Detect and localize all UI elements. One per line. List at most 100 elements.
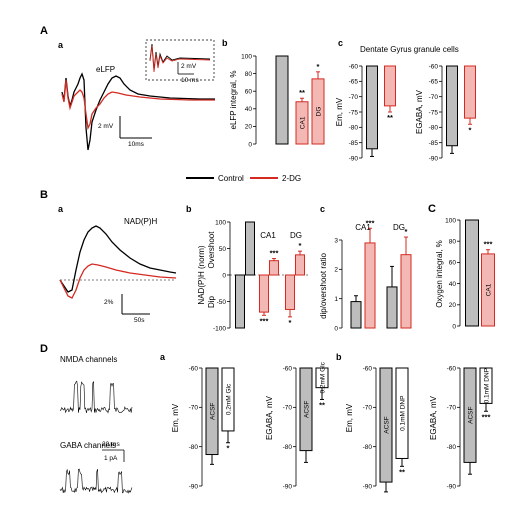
chart-efp-integral: 0 20 40 60 80 100 eLFP integral, % ** CA1 * DG bbox=[229, 53, 325, 148]
nadh-control-trace bbox=[59, 225, 177, 293]
Ac-1-y-tick-label-5: -85 bbox=[429, 140, 439, 147]
chart-Da-1-y-tick-label-0: -60 bbox=[283, 365, 293, 372]
Bb-y-tick-label-1: -50 bbox=[217, 299, 227, 306]
chart-Db-0-bar-1-significance: ** bbox=[399, 467, 405, 476]
Ab-y-tick-label-0: 0 bbox=[248, 141, 252, 148]
efp-scale-time: 10ms bbox=[128, 141, 145, 148]
C-y-tick-label-2: 40 bbox=[449, 281, 457, 288]
Ab-y-tick-label-5: 100 bbox=[241, 53, 252, 60]
Ac-1-bar-0 bbox=[446, 65, 458, 147]
legend-2dg: 2-DG bbox=[282, 174, 301, 183]
Ab-y-tick-label-3: 60 bbox=[245, 89, 253, 96]
Bc-y-tick-label-3: 3 bbox=[334, 237, 338, 244]
Ac-1-bar-1 bbox=[464, 65, 476, 119]
Bc-group-0: CA1 bbox=[355, 223, 371, 232]
Ac-1-y-tick-label-1: -65 bbox=[429, 79, 439, 86]
chart-Da-0-bar-0-label: ACSF bbox=[210, 403, 217, 420]
Bb-bar-5-significance: * bbox=[299, 241, 302, 250]
Ac-1-y-tick-label-3: -75 bbox=[429, 109, 439, 116]
nadh-scale-time: 50s bbox=[134, 317, 145, 324]
Ac-0-y-tick-label-2: -70 bbox=[349, 94, 359, 101]
nadh-scale-percent: 2% bbox=[104, 299, 114, 306]
Ac-1-y-tick-label-0: -60 bbox=[429, 63, 439, 70]
chart-glucose: -60 -70 -80 -90 Em, mV ACSF * 0.2mM Glc -60 -70 -8… bbox=[171, 361, 329, 490]
chart-Da-0-y-tick-label-0: -60 bbox=[189, 365, 199, 372]
panel-label-B: B bbox=[40, 189, 48, 201]
Bb-y-tick-label-4: 100 bbox=[215, 219, 226, 226]
efp-2dg-trace bbox=[61, 79, 215, 131]
efp-scale-voltage: 2 mV bbox=[98, 123, 114, 130]
channel-traces bbox=[59, 380, 133, 494]
Bb-ylabel-bottom: Dip bbox=[207, 295, 216, 308]
chart-Da-1-y-tick-label-3: -90 bbox=[283, 483, 293, 490]
chart-Db-1-bar-1-significance: *** bbox=[482, 412, 491, 421]
panel-label-Db: b bbox=[336, 352, 342, 362]
Bc-bar-3 bbox=[400, 254, 412, 329]
efp-trace-label: eLFP bbox=[96, 65, 115, 74]
Bc-bar-1-significance: *** bbox=[366, 218, 375, 227]
inset-scale-voltage: 2 mV bbox=[181, 63, 197, 70]
Ac-0-y-tick-label-4: -80 bbox=[349, 125, 359, 132]
nadh-trace-label: NAD(P)H bbox=[124, 217, 158, 226]
legend-control: Control bbox=[218, 174, 244, 183]
panel-label-D: D bbox=[40, 343, 48, 355]
panel-label-Da: a bbox=[160, 352, 166, 362]
chart-Da-1-bar-0-label: ACSF bbox=[304, 401, 311, 418]
channel-scale-current: 1 pA bbox=[104, 455, 118, 462]
chart-dentate-gyrus: -60 -65 -70 -75 -80 -85 -90 Em, mV ** -60 -65 -70 -7… bbox=[335, 63, 476, 162]
Ab-ylabel: eLFP integral, % bbox=[229, 71, 238, 130]
nmda-label: NMDA channels bbox=[60, 355, 117, 364]
efp-control-trace bbox=[61, 72, 215, 151]
nadh-scalebar: 2% 50s bbox=[104, 294, 150, 324]
Ac-1-ylabel: EGABA, mV bbox=[415, 89, 424, 134]
chart-Db-1-y-tick-label-3: -90 bbox=[447, 483, 457, 490]
Ac-0-y-tick-label-5: -85 bbox=[349, 140, 359, 147]
chart-Db-1-bar-0-label: ACSF bbox=[468, 407, 475, 424]
panel-label-Ac: c bbox=[338, 38, 343, 48]
Bc-y-tick-label-1: 1 bbox=[334, 296, 338, 303]
Ac-0-bar-1-significance: ** bbox=[387, 113, 393, 122]
chart-Da-0-bar-1-significance: * bbox=[227, 444, 230, 453]
chart-Db-0-y-tick-label-2: -80 bbox=[363, 444, 373, 451]
Bb-y-tick-label-0: -100 bbox=[213, 325, 226, 332]
C-bar-0 bbox=[465, 219, 479, 327]
chart-oxygen-integral: 0 20 40 60 80 100 Oxygen integral, % *** CA1 bbox=[435, 217, 495, 330]
Bb-ylabel: NAD(P)H (norm) bbox=[197, 245, 206, 304]
Bb-y-tick-label-3: 50 bbox=[219, 246, 227, 253]
Bb-bar-4-significance: * bbox=[289, 318, 292, 327]
Bb-ylabel-top: Overshoot bbox=[207, 231, 216, 269]
chart-dnp: -60 -70 -80 -90 Em, mV ACSF ** 0.1mM DNP -60 -70 -… bbox=[345, 365, 493, 493]
Bb-bar-4 bbox=[285, 274, 295, 310]
chart-Db-0-bar-0 bbox=[379, 367, 393, 483]
Ac-0-ylabel: Em, mV bbox=[335, 97, 344, 126]
Bb-y-tick-label-2: 0 bbox=[222, 272, 226, 279]
C-bar-1-significance: *** bbox=[484, 240, 493, 249]
nmda-channel-trace bbox=[59, 380, 133, 414]
chart-Db-0-y-tick-label-1: -70 bbox=[363, 405, 373, 412]
Ac-1-bar-1-significance: * bbox=[469, 125, 472, 134]
Ab-bar-1-label: CA1 bbox=[300, 116, 307, 129]
chart-Da-1-ylabel: EGABA, mV bbox=[265, 395, 274, 440]
channel-scale-time: 20 ms bbox=[102, 441, 120, 448]
Bc-ylabel: dip/overshoot ratio bbox=[319, 253, 328, 319]
chart-Db-1-y-tick-label-0: -60 bbox=[447, 365, 457, 372]
chart-Db-0-bar-0-label: ACSF bbox=[384, 416, 391, 433]
chart-nadph-norm: -100 -50 0 50 100 NAD(P)H (norm) Overshoot Dip *… bbox=[197, 219, 310, 332]
Bb-group-1: CA1 bbox=[260, 231, 276, 240]
C-y-tick-label-3: 60 bbox=[449, 260, 457, 267]
nadh-traces bbox=[59, 225, 177, 299]
C-ylabel: Oxygen integral, % bbox=[435, 240, 444, 308]
Ac-0-bar-1 bbox=[384, 65, 396, 107]
Ac-0-y-tick-label-6: -90 bbox=[349, 155, 359, 162]
Bb-bar-3-significance: *** bbox=[270, 249, 279, 258]
Ab-bar-1-significance: ** bbox=[299, 88, 305, 97]
gaba-channel-trace bbox=[59, 468, 133, 494]
Ab-bar-2-significance: * bbox=[317, 62, 320, 71]
Bb-bar-0 bbox=[235, 274, 245, 329]
chart-Da-1-y-tick-label-1: -70 bbox=[283, 405, 293, 412]
Bc-y-tick-label-0: 0 bbox=[334, 325, 338, 332]
Ac-0-y-tick-label-1: -65 bbox=[349, 79, 359, 86]
Bb-bar-2 bbox=[259, 274, 269, 313]
chart-Da-0-y-tick-label-3: -90 bbox=[189, 483, 199, 490]
